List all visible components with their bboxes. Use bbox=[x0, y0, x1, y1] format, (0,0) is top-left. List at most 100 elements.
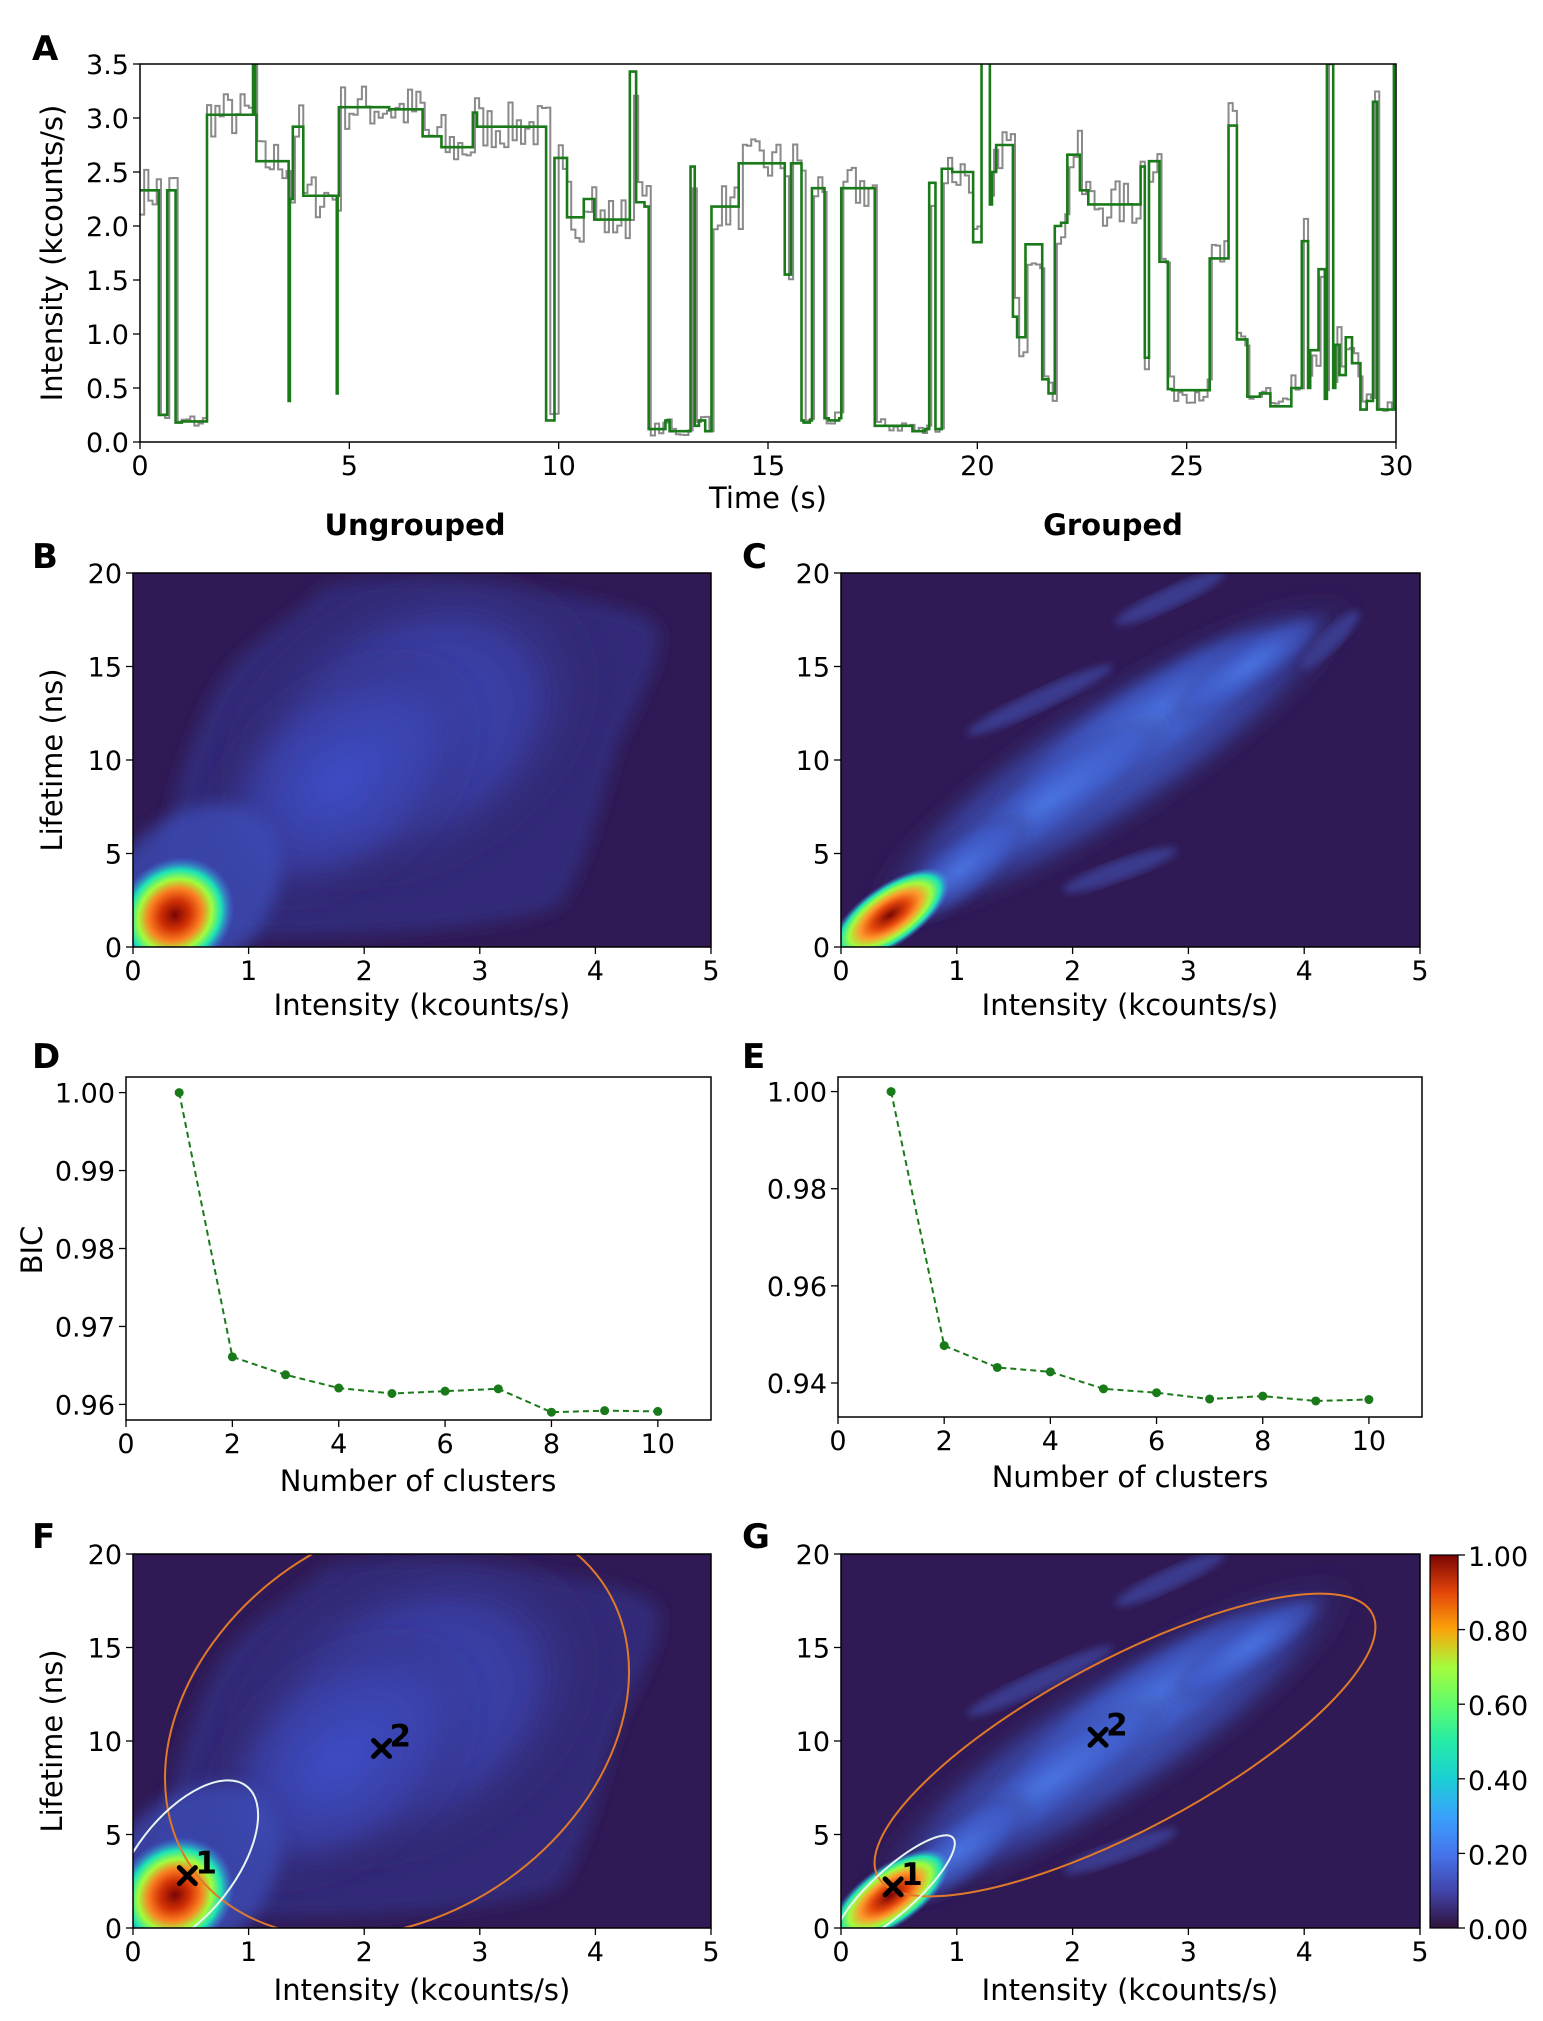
column-title-left: Ungrouped bbox=[324, 508, 505, 542]
y-tick-label: 1.5 bbox=[86, 266, 129, 297]
bic-point bbox=[493, 1384, 503, 1394]
x-tick-label: 30 bbox=[1379, 451, 1413, 482]
y-ticks-c: 0 5 10 15 20 bbox=[796, 559, 841, 964]
bic-point bbox=[546, 1407, 556, 1417]
panel-label-a: A bbox=[32, 29, 59, 69]
bic-points-e bbox=[886, 1087, 1374, 1406]
raw-photon-trace bbox=[140, 64, 1396, 437]
y-tick-label: 15 bbox=[796, 653, 830, 684]
x-tick-label: 3 bbox=[471, 1937, 488, 1968]
y-axis-label-f: Lifetime (ns) bbox=[35, 1649, 69, 1832]
axes-frame-e bbox=[837, 1076, 1423, 1418]
bic-point bbox=[653, 1406, 663, 1416]
bic-point bbox=[387, 1388, 397, 1398]
y-tick-label: 10 bbox=[88, 1727, 122, 1758]
cluster-1-ellipse-g bbox=[841, 1834, 956, 1928]
y-tick-label: 1.0 bbox=[86, 320, 129, 351]
bic-point bbox=[939, 1341, 949, 1351]
x-axis-label-g: Intensity (kcounts/s) bbox=[982, 1973, 1279, 2007]
cluster-label: 2 bbox=[1106, 1707, 1128, 1743]
y-tick-label: 1.00 bbox=[767, 1078, 827, 1109]
y-axis-label-b: Lifetime (ns) bbox=[35, 668, 69, 851]
y-tick-label: 20 bbox=[796, 559, 830, 590]
bic-point bbox=[1045, 1367, 1055, 1377]
panel-label-c: C bbox=[742, 537, 767, 577]
y-tick-label: 0 bbox=[105, 1914, 122, 1945]
x-tick-label: 3 bbox=[471, 956, 488, 987]
y-tick-label: 0 bbox=[105, 933, 122, 964]
y-tick-label: 20 bbox=[88, 1540, 122, 1571]
y-tick-label: 15 bbox=[88, 653, 122, 684]
y-tick-label: 1.00 bbox=[55, 1079, 115, 1110]
colorbar-tick-label: 1.00 bbox=[1468, 1542, 1528, 1573]
y-tick-label: 20 bbox=[88, 559, 122, 590]
y-tick-label: 5 bbox=[105, 1821, 122, 1852]
y-ticks-b: 0 5 10 15 20 bbox=[88, 559, 133, 964]
colorbar-tick-label: 0.00 bbox=[1468, 1915, 1528, 1946]
cluster-center-marker bbox=[882, 1876, 904, 1898]
x-tick-label: 4 bbox=[1042, 1426, 1059, 1457]
cluster-1-ellipse-f bbox=[133, 1779, 260, 1928]
y-tick-label: 0 bbox=[813, 933, 830, 964]
cluster-center-marker bbox=[371, 1737, 393, 1759]
y-tick-label: 3.0 bbox=[86, 104, 129, 135]
panel-label-g: G bbox=[742, 1517, 770, 1557]
x-tick-label: 0 bbox=[832, 956, 849, 987]
x-tick-label: 20 bbox=[960, 451, 994, 482]
colorbar-tick-label: 0.60 bbox=[1468, 1691, 1528, 1722]
bic-point bbox=[440, 1386, 450, 1396]
y-tick-label: 15 bbox=[88, 1634, 122, 1665]
panel-label-b: B bbox=[32, 537, 58, 577]
y-tick-label: 0.5 bbox=[86, 374, 129, 405]
cluster-markers-g: 12 bbox=[882, 1707, 1128, 1898]
y-ticks-f: 0 5 10 15 20 bbox=[88, 1540, 133, 1945]
column-title-right: Grouped bbox=[1043, 508, 1183, 542]
x-axis-label-b: Intensity (kcounts/s) bbox=[274, 988, 571, 1022]
x-tick-label: 3 bbox=[1180, 1937, 1197, 1968]
x-ticks-b: 0 1 2 3 4 5 bbox=[124, 947, 720, 987]
x-tick-label: 0 bbox=[832, 1937, 849, 1968]
intensity-levels-trace bbox=[140, 64, 1396, 433]
cluster-label: 2 bbox=[390, 1718, 412, 1754]
density-map-c bbox=[841, 573, 1420, 947]
x-axis-label-e: Number of clusters bbox=[992, 1460, 1269, 1494]
panel-label-f: F bbox=[32, 1517, 55, 1557]
x-tick-label: 5 bbox=[1411, 956, 1428, 987]
y-ticks-a: 0.0 0.5 1.0 1.5 2.0 2.5 3.0 3.5 bbox=[86, 50, 140, 459]
x-tick-label: 15 bbox=[751, 451, 785, 482]
y-tick-label: 2.5 bbox=[86, 158, 129, 189]
x-tick-label: 0 bbox=[117, 1429, 134, 1460]
panel-d: D 0 2 4 6 8 10 0.96 0.97 0.98 0.99 1.00 Number of… bbox=[15, 1037, 712, 1498]
x-tick-label: 4 bbox=[1296, 956, 1313, 987]
x-tick-label: 2 bbox=[1064, 956, 1081, 987]
cluster-markers-f: 12 bbox=[176, 1718, 412, 1887]
x-tick-label: 5 bbox=[1411, 1937, 1428, 1968]
bic-point bbox=[600, 1406, 610, 1416]
x-ticks-d: 0 2 4 6 8 10 bbox=[117, 1420, 675, 1460]
y-tick-label: 0.97 bbox=[55, 1312, 115, 1343]
x-tick-label: 2 bbox=[356, 1937, 373, 1968]
bic-point bbox=[1152, 1388, 1162, 1398]
y-tick-label: 5 bbox=[813, 840, 830, 871]
panel-e: E 0 2 4 6 8 10 0.94 0.96 0.98 1.00 Number of clu… bbox=[742, 1037, 1423, 1494]
x-ticks-f: 0 1 2 3 4 5 bbox=[124, 1928, 720, 1968]
y-ticks-d: 0.96 0.97 0.98 0.99 1.00 bbox=[55, 1079, 126, 1421]
x-ticks-a: 0 5 10 15 20 25 30 bbox=[131, 442, 1413, 482]
x-tick-label: 6 bbox=[1148, 1426, 1165, 1457]
y-tick-label: 15 bbox=[796, 1634, 830, 1665]
y-ticks-g: 0 5 10 15 20 bbox=[796, 1540, 841, 1945]
x-ticks-c: 0 1 2 3 4 5 bbox=[832, 947, 1429, 987]
y-tick-label: 5 bbox=[105, 840, 122, 871]
x-tick-label: 3 bbox=[1180, 956, 1197, 987]
bic-point bbox=[1258, 1391, 1268, 1401]
bic-point bbox=[281, 1370, 291, 1380]
x-tick-label: 2 bbox=[356, 956, 373, 987]
bic-point bbox=[992, 1362, 1002, 1372]
x-tick-label: 5 bbox=[702, 1937, 719, 1968]
y-ticks-e: 0.94 0.96 0.98 1.00 bbox=[767, 1078, 838, 1400]
y-tick-label: 0 bbox=[813, 1914, 830, 1945]
bic-point bbox=[1311, 1396, 1321, 1406]
y-tick-label: 2.0 bbox=[86, 212, 129, 243]
